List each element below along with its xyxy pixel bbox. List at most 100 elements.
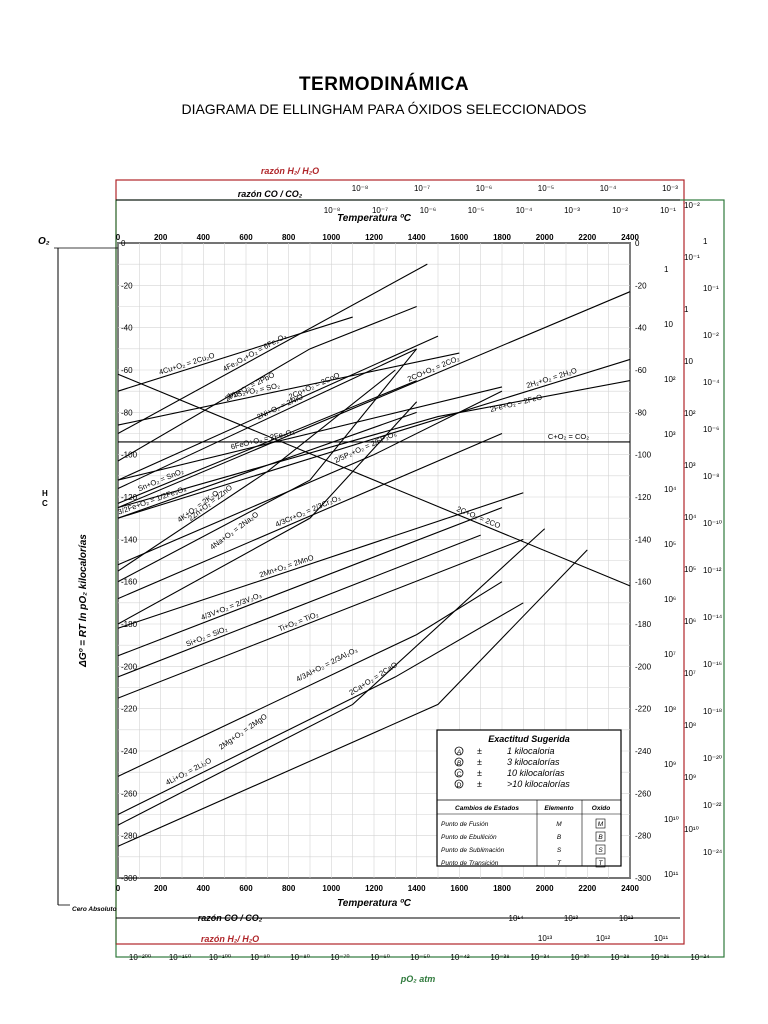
right-scale-po2-tick: 10⁻¹⁴ <box>703 613 723 622</box>
y-tick-label-right: -80 <box>635 408 647 417</box>
cero-absoluto-label: Cero Absoluto <box>72 906 117 913</box>
right-scale-co-tick: 10 <box>664 320 673 329</box>
top-scale-h2-tick: 10⁻⁴ <box>600 184 617 193</box>
legend-symbol-circle <box>454 779 464 789</box>
y-tick-label-left: -140 <box>121 535 138 544</box>
legend-row-label: Punto de Ebullición <box>441 834 497 841</box>
legend-pm: ± <box>477 746 482 756</box>
x-tick-label-top: 400 <box>197 233 211 242</box>
legend-symbol-circle <box>454 768 464 778</box>
right-scale-po2-tick: 10⁻²² <box>703 801 722 810</box>
right-scale-co-tick: 10⁹ <box>664 760 676 769</box>
x-tick-label-top: 2200 <box>578 233 596 242</box>
y-tick-label-right: -300 <box>635 874 652 883</box>
top-scale-co-tick: 10⁻² <box>612 206 628 215</box>
x-axis-title-bottom: Temperatura ºC <box>337 898 412 909</box>
bottom-scale-co-tick: 10¹³ <box>564 914 579 923</box>
y-tick-label-left: -40 <box>121 324 133 333</box>
legend-box <box>436 729 622 867</box>
legend-title: Exactitud Sugerida <box>488 734 570 744</box>
right-scale-po2-tick: 10⁻¹⁰ <box>703 519 722 528</box>
bottom-scale-h2-tick: 10¹³ <box>538 934 553 943</box>
page-title: TERMODINÁMICA <box>298 74 470 95</box>
y-tick-label-right: -220 <box>635 705 652 714</box>
bottom-scale-po2-tick: 10⁻²⁰⁰ <box>129 953 151 962</box>
legend-row-element: T <box>557 860 562 867</box>
x-tick-label-top: 200 <box>154 233 168 242</box>
y-tick-label-left: -280 <box>121 832 138 841</box>
right-scale-po2-tick: 10⁻⁴ <box>703 378 720 387</box>
x-axis-title-top: Temperatura ºC <box>337 213 412 224</box>
y-tick-label-right: -60 <box>635 366 647 375</box>
x-tick-label-top: 1200 <box>365 233 383 242</box>
bottom-scale-po2-tick: 10⁻⁶⁰ <box>370 953 390 962</box>
bottom-scale-co-tick: 10¹⁴ <box>509 914 525 923</box>
right-scale-h2-tick: 10 <box>684 357 693 366</box>
top-scale-h2-tick: 10⁻⁸ <box>352 184 369 193</box>
legend-pm: ± <box>477 779 482 789</box>
bottom-scale-co-title: razón CO / CO₂ <box>198 913 263 923</box>
series-line <box>117 352 460 426</box>
legend-header-elemento: Elemento <box>544 805 573 812</box>
legend-row-oxide: B <box>598 834 603 841</box>
right-scale-co-tick: 10³ <box>664 430 676 439</box>
y-tick-label-right: -120 <box>635 493 652 502</box>
bottom-scale-po2-tick: 10⁻¹⁵⁰ <box>169 953 191 962</box>
legend-symbol-circle <box>454 746 464 756</box>
x-tick-label-top: 1400 <box>408 233 426 242</box>
legend-pm: ± <box>477 757 482 767</box>
legend-header-cambios: Cambios de Estados <box>455 805 519 812</box>
series-line <box>117 507 503 657</box>
legend-symbol: D <box>457 782 462 789</box>
legend-accuracy: 3 kilocalorías <box>507 757 560 767</box>
top-scale-h2-title: razón H₂/ H₂O <box>261 166 319 176</box>
y-tick-label-left: -240 <box>121 747 138 756</box>
y-tick-label-right: -180 <box>635 620 652 629</box>
x-tick-label-bottom: 600 <box>239 884 253 893</box>
legend-oxide-box <box>595 831 606 842</box>
series-line <box>117 401 418 625</box>
legend-row-oxide: S <box>598 847 603 854</box>
c-marker: C <box>42 499 48 508</box>
x-tick-label-top: 1800 <box>493 233 511 242</box>
right-scale-po2-tick: 10⁻¹ <box>703 284 719 293</box>
y-tick-label-left: -160 <box>121 578 138 587</box>
x-tick-label-top: 1000 <box>322 233 340 242</box>
y-tick-label-right: -140 <box>635 535 652 544</box>
y-tick-label-left: 0 <box>121 239 126 248</box>
x-tick-label-bottom: 1000 <box>322 884 340 893</box>
right-scale-co-tick: 10⁸ <box>664 705 676 714</box>
bottom-scale-co-tick: 10¹² <box>619 914 634 923</box>
legend-oxide-box <box>595 818 606 829</box>
x-tick-label-bottom: 800 <box>282 884 296 893</box>
legend-row-element: B <box>557 834 562 841</box>
series-line <box>117 602 524 815</box>
legend-row-label: Punto de Fusión <box>441 821 489 828</box>
right-scale-h2-tick: 10¹⁰ <box>684 825 699 834</box>
series-line <box>117 369 396 572</box>
y-tick-label-right: -240 <box>635 747 652 756</box>
bottom-scale-po2-tick: 10⁻¹⁰⁰ <box>209 953 231 962</box>
series-line <box>117 373 631 587</box>
y-tick-label-left: -60 <box>121 366 133 375</box>
right-scale-h2-tick: 10⁻² <box>684 201 700 210</box>
top-scale-h2-tick: 10⁻³ <box>662 184 678 193</box>
y-tick-label-left: -120 <box>121 493 138 502</box>
legend-accuracy: >10 kilocalorías <box>507 779 570 789</box>
y-tick-label-left: -100 <box>121 451 138 460</box>
right-scale-co-tick: 1 <box>664 265 669 274</box>
series-line <box>117 305 417 462</box>
h-marker: H <box>42 489 48 498</box>
right-scale-po2-tick: 10⁻¹⁸ <box>703 707 722 716</box>
top-scale-h2-tick: 10⁻⁵ <box>538 184 554 193</box>
right-scale-po2-tick: 1 <box>703 237 708 246</box>
series-line <box>117 581 503 777</box>
legend-row-element: S <box>557 847 562 854</box>
x-tick-label-top: 0 <box>116 233 121 242</box>
right-scale-co-tick: 10⁵ <box>664 540 676 549</box>
series-line <box>117 534 481 678</box>
right-scale-h2-tick: 1 <box>684 305 689 314</box>
right-scale-po2-tick: 10⁻¹⁶ <box>703 660 722 669</box>
series-line <box>117 411 417 519</box>
